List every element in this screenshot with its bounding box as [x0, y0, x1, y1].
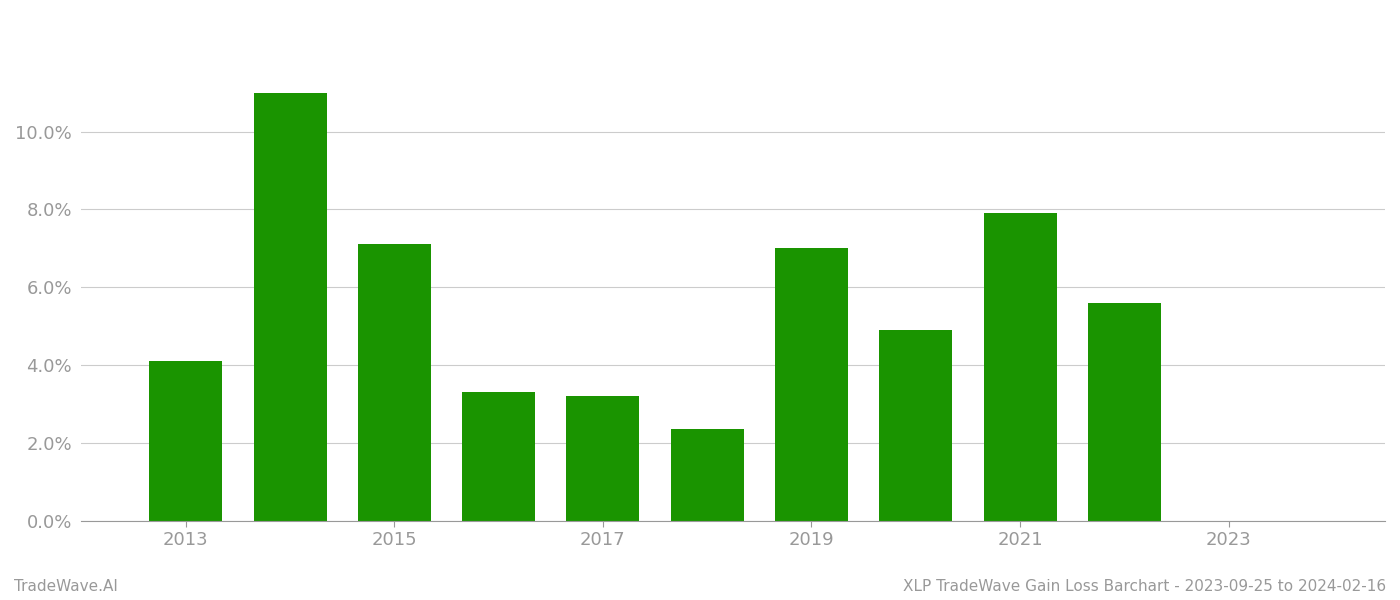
Bar	[1088, 303, 1161, 521]
Bar	[776, 248, 848, 521]
Text: TradeWave.AI: TradeWave.AI	[14, 579, 118, 594]
Bar	[150, 361, 223, 521]
Bar	[253, 93, 326, 521]
Bar	[567, 396, 640, 521]
Bar	[984, 214, 1057, 521]
Bar	[671, 429, 743, 521]
Bar	[462, 392, 535, 521]
Bar	[879, 330, 952, 521]
Text: XLP TradeWave Gain Loss Barchart - 2023-09-25 to 2024-02-16: XLP TradeWave Gain Loss Barchart - 2023-…	[903, 579, 1386, 594]
Bar	[358, 244, 431, 521]
